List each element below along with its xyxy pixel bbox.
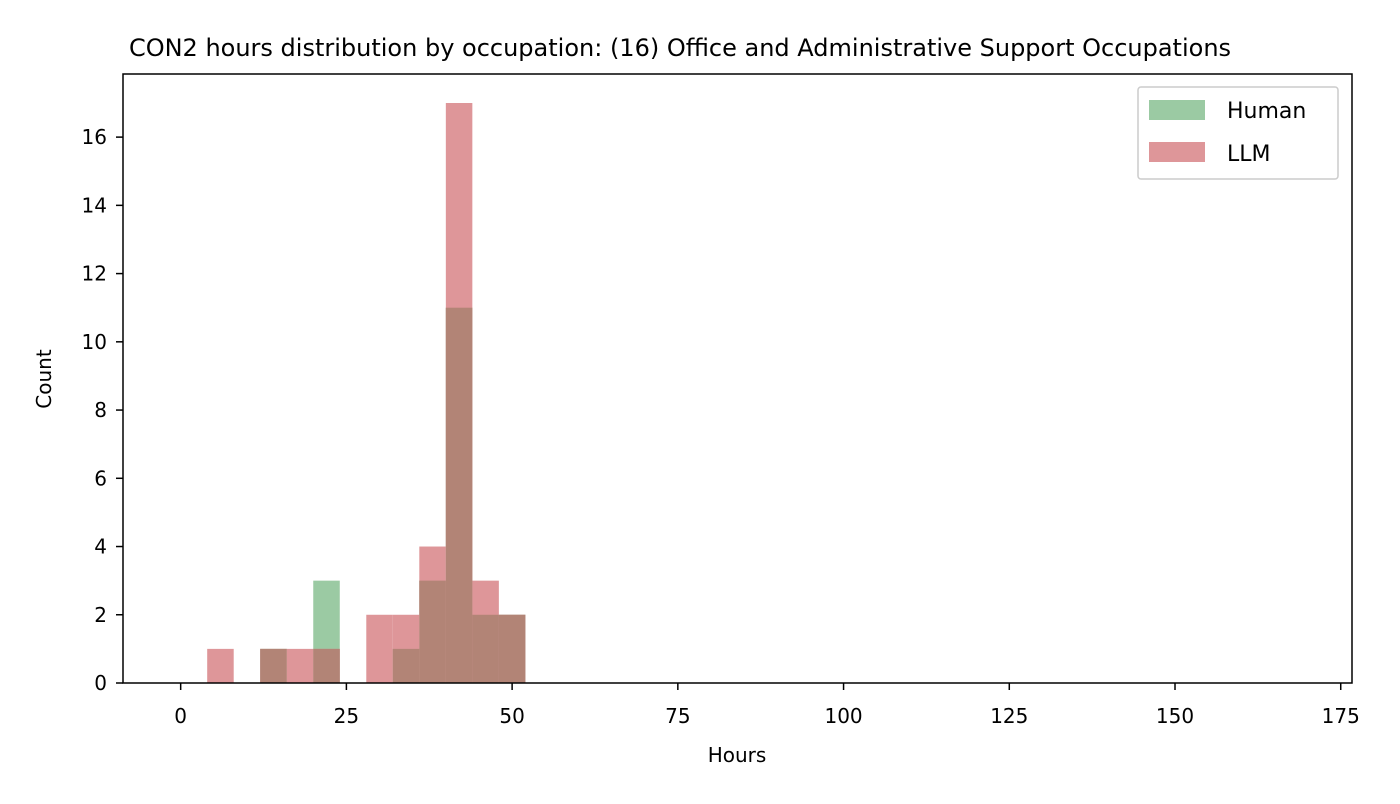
bar-overlap [445,307,473,683]
y-tick-label: 6 [94,466,107,490]
bar-overlap [419,580,446,683]
y-tick-label: 8 [94,398,107,422]
x-axis-label: Hours [708,743,767,767]
x-tick-label: 25 [334,704,359,728]
y-tick-label: 2 [94,603,107,627]
y-tick-label: 12 [82,262,107,286]
x-tick-label: 150 [1156,704,1194,728]
y-tick-label: 0 [94,671,107,695]
legend-swatch-llm [1149,142,1205,162]
x-tick-label: 75 [665,704,690,728]
bar-llm [366,614,393,683]
bar-llm [286,648,314,683]
bar-llm [207,648,234,683]
x-tick-label: 175 [1322,704,1360,728]
plot-frame [122,73,1353,684]
y-axis-label: Count [32,349,56,409]
legend-label-human: Human [1227,99,1306,124]
bar-overlap [472,614,499,683]
y-tick-label: 10 [82,330,107,354]
bar-overlap [260,648,287,683]
bar-overlap [313,648,340,683]
legend-label-llm: LLM [1227,142,1271,167]
y-tick-label: 16 [82,125,107,149]
x-tick-label: 50 [499,704,524,728]
x-tick-label: 0 [174,704,187,728]
y-tick-label: 4 [94,535,107,559]
bar-overlap [392,648,420,683]
bars-layer [207,103,526,683]
x-tick-label: 125 [990,704,1028,728]
chart-title: CON2 hours distribution by occupation: (… [129,34,1231,62]
y-tick-label: 14 [82,193,107,217]
ticks-layer: 0 25 50 75 100 125 150 175 0 2 4 6 8 10 12 14 16 [82,125,1360,728]
x-tick-label: 100 [824,704,862,728]
legend: Human LLM [1137,86,1339,180]
legend-swatch-human [1149,100,1205,120]
bar-overlap [498,614,526,683]
overlap-layer [260,307,526,683]
